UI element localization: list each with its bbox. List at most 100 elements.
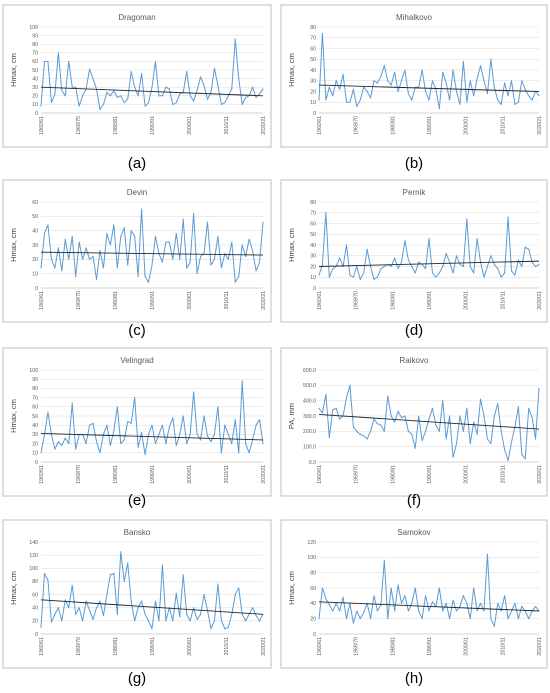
data-point [438, 272, 440, 274]
data-point [127, 420, 129, 423]
data-point [321, 587, 323, 589]
data-point [473, 95, 475, 97]
data-point [469, 80, 471, 82]
data-point [241, 613, 243, 615]
data-point [231, 88, 233, 90]
y-tick-label: 30 [32, 243, 38, 249]
y-tick-label: 40 [32, 606, 38, 612]
data-point [407, 93, 409, 95]
data-point [517, 101, 519, 103]
data-point [210, 91, 212, 93]
data-point [255, 424, 257, 426]
data-point [459, 415, 461, 417]
data-point [168, 88, 170, 90]
data-point [116, 96, 118, 99]
data-point [116, 267, 118, 269]
data-point [483, 80, 485, 82]
data-point [445, 82, 447, 84]
data-point [151, 86, 153, 88]
data-point [483, 415, 485, 417]
data-point [64, 599, 66, 601]
data-point [318, 618, 320, 620]
data-point [141, 208, 143, 210]
data-point [50, 102, 52, 104]
data-point [200, 255, 202, 258]
data-point [252, 86, 254, 88]
x-tick-label: 2000/01 [464, 291, 470, 310]
data-point [158, 620, 160, 622]
data-point [43, 232, 46, 235]
data-point [390, 84, 392, 86]
data-point [154, 235, 157, 237]
y-tick-label: 500.0 [303, 383, 316, 389]
data-point [220, 452, 222, 454]
x-tick-label: 1990/91 [150, 116, 156, 135]
data-point [394, 421, 396, 423]
data-point [258, 620, 261, 622]
data-point [469, 443, 471, 445]
y-axis-label: Hmax, cm [287, 53, 296, 87]
data-point [507, 216, 509, 218]
data-point [339, 610, 341, 612]
data-point [64, 238, 66, 240]
data-point [245, 96, 247, 99]
data-point [455, 610, 458, 612]
data-point [252, 250, 254, 252]
data-point [57, 52, 59, 54]
data-point [504, 449, 506, 451]
y-tick-label: 80 [32, 579, 38, 585]
data-point [89, 609, 91, 611]
data-point [490, 58, 492, 60]
y-tick-label: 0 [35, 460, 38, 466]
data-point [387, 395, 389, 397]
data-point [165, 443, 167, 445]
data-point [411, 265, 413, 268]
y-tick-label: 90 [32, 377, 38, 383]
y-tick-label: 70 [310, 36, 316, 42]
data-point [400, 80, 403, 82]
data-point [490, 443, 492, 445]
x-tick-label: 1990/91 [427, 637, 433, 656]
data-point [186, 613, 188, 615]
data-point [431, 601, 433, 603]
data-point [238, 275, 240, 278]
y-tick-label: 0 [35, 632, 38, 638]
data-point [335, 80, 337, 82]
data-point [449, 618, 451, 620]
x-tick-label: 1980/81 [390, 291, 396, 310]
data-point [466, 101, 468, 103]
data-point [325, 99, 327, 101]
data-point [71, 584, 73, 586]
data-point [182, 218, 184, 220]
data-point [179, 433, 181, 435]
data-point [510, 441, 513, 443]
data-point [425, 90, 427, 93]
data-point [161, 424, 163, 426]
y-tick-label: 10 [32, 102, 38, 108]
data-point [538, 95, 540, 97]
y-tick-label: 100 [29, 566, 38, 572]
data-point [431, 407, 433, 409]
data-point [431, 80, 433, 82]
data-point [168, 426, 170, 428]
data-point [486, 438, 488, 440]
y-tick-label: 70 [310, 211, 316, 217]
data-point [262, 88, 264, 90]
y-tick-label: 70 [32, 395, 38, 401]
data-point [89, 68, 91, 70]
y-tick-label: 80 [310, 200, 316, 206]
x-tick-label: 1969/70 [354, 116, 360, 135]
data-point [442, 265, 444, 268]
data-point [476, 78, 478, 80]
data-point [328, 436, 330, 439]
y-tick-label: 120 [29, 553, 38, 559]
data-point [68, 607, 70, 609]
data-point [449, 415, 451, 417]
data-point [161, 261, 163, 263]
data-point [262, 443, 264, 445]
data-point [500, 430, 502, 432]
data-point [352, 276, 354, 278]
data-point [514, 274, 516, 276]
data-point [411, 602, 413, 604]
data-point [248, 613, 250, 615]
